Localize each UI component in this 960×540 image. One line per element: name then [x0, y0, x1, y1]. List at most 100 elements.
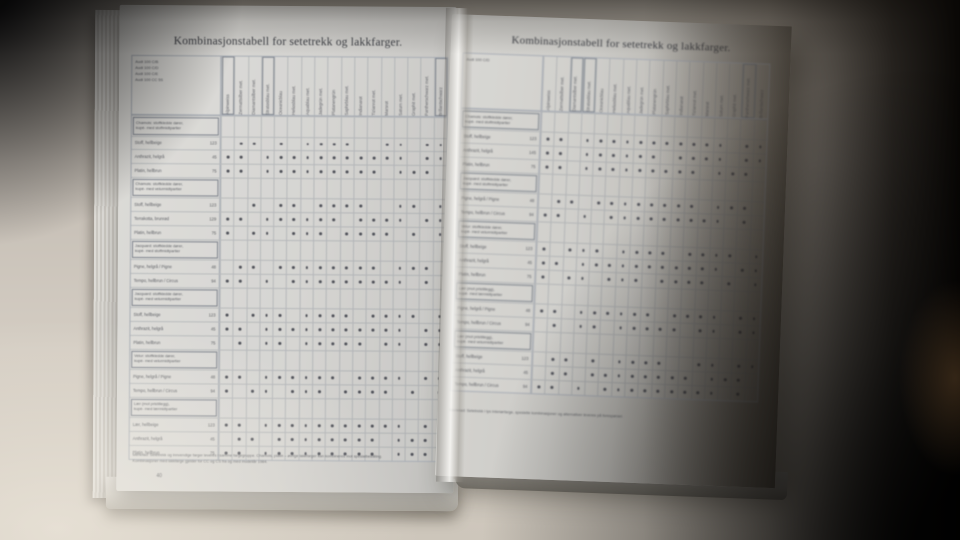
- combination-dot: [705, 157, 709, 161]
- combination-dot: [370, 438, 374, 442]
- combination-cell: [233, 164, 248, 178]
- combination-cell: [562, 243, 577, 257]
- paint-color-column-header: Zermattsilber met.: [234, 56, 248, 115]
- combination-dot: [331, 266, 335, 270]
- combination-cell: [584, 382, 599, 396]
- combination-dot: [278, 314, 282, 318]
- combination-dot: [672, 328, 676, 332]
- combination-cell: [406, 152, 421, 166]
- combination-dot: [705, 143, 709, 147]
- combination-cell: [232, 322, 247, 336]
- combination-cell: [576, 223, 591, 244]
- combination-dot: [357, 376, 361, 380]
- combination-dot: [279, 218, 282, 221]
- combination-cell: [366, 151, 381, 165]
- combination-cell: [259, 240, 274, 261]
- combination-dot: [332, 156, 336, 160]
- combination-dot: [304, 438, 308, 442]
- combination-cell: [393, 117, 408, 138]
- combination-cell: [666, 323, 681, 337]
- paint-color-label: Brillantschwarz: [437, 87, 443, 117]
- combination-cell: [705, 338, 720, 359]
- combination-dot: [291, 390, 295, 393]
- combination-cell: [393, 138, 407, 152]
- combination-dot: [625, 140, 629, 144]
- combination-dot: [397, 377, 401, 380]
- fabric-name: Pigne, helgrå / Pigne: [461, 195, 500, 202]
- combination-dot: [552, 323, 556, 327]
- combination-dot: [318, 314, 322, 318]
- combination-cell: [287, 137, 301, 151]
- combination-cell: [677, 371, 692, 386]
- combination-cell: [365, 351, 379, 371]
- paint-color-column-header: Brillantschwarz: [754, 64, 770, 119]
- combination-dot: [346, 142, 349, 146]
- combination-dot: [330, 424, 334, 428]
- combination-cell: [617, 197, 632, 211]
- combination-cell: [575, 257, 590, 272]
- combination-cell: [366, 165, 381, 179]
- combination-cell: [218, 432, 233, 446]
- combination-dot: [539, 309, 543, 313]
- paint-color-label: Pantherschwarz met.: [744, 77, 752, 118]
- combination-dot: [398, 218, 402, 222]
- color-code: 45: [210, 436, 215, 442]
- combination-cell: [312, 275, 327, 289]
- group-label-line: kupé- med stoffmidtpartier: [135, 124, 181, 130]
- combination-cell: [392, 323, 406, 337]
- paint-color-label: Tizianrot met.: [691, 89, 698, 117]
- paint-color-column-header: Pantherschwarz met.: [420, 57, 435, 117]
- combination-dot: [385, 156, 389, 160]
- combination-cell: [418, 310, 433, 324]
- combination-cell: [549, 242, 564, 257]
- combination-cell: [246, 274, 260, 288]
- combination-cell: [720, 291, 735, 311]
- combination-dot: [650, 203, 654, 207]
- combination-cell: [271, 419, 286, 433]
- combination-cell: [659, 150, 674, 165]
- group-label: Lær (mot pristillegg), kupé- med lærmidtp…: [129, 397, 219, 418]
- combination-cell: [233, 212, 247, 226]
- combination-cell: [379, 289, 393, 310]
- combination-dot: [603, 387, 607, 391]
- fabric-name: Platin, hellbrun: [134, 229, 162, 235]
- combination-cell: [620, 115, 635, 135]
- combination-cell: [733, 291, 748, 312]
- footnote: Merknad: Setetrekk og innvendige farger …: [132, 452, 444, 467]
- group-label-box: Chamois: stoffkledde dører, kupé- med sto…: [461, 110, 540, 131]
- combination-cell: [325, 399, 339, 419]
- combination-dot: [304, 376, 308, 380]
- combination-cell: [673, 117, 688, 137]
- combination-cell: [364, 419, 379, 433]
- combination-dot: [358, 218, 362, 222]
- combination-cell: [547, 304, 561, 319]
- combination-cell: [571, 367, 586, 382]
- paint-color-label: Tizianrot met.: [370, 89, 377, 116]
- combination-cell: [272, 274, 287, 288]
- combination-dot: [346, 156, 349, 160]
- combination-cell: [232, 309, 247, 322]
- combination-cell: [682, 247, 697, 262]
- combination-cell: [365, 275, 380, 289]
- combination-dot: [317, 376, 321, 380]
- combination-cell: [379, 200, 394, 213]
- combination-dot: [609, 216, 613, 219]
- combination-cell: [671, 179, 686, 199]
- combination-cell: [669, 247, 683, 261]
- combination-dot: [317, 424, 321, 428]
- combination-cell: [637, 384, 652, 398]
- combination-dot: [344, 314, 348, 318]
- group-label-box: Jacquard: stoffkledde dører, kupé- med st…: [131, 240, 219, 259]
- color-code: 48: [211, 264, 216, 270]
- combination-cell: [273, 199, 287, 213]
- combination-cell: [391, 433, 405, 447]
- combination-dot: [305, 232, 309, 235]
- combination-dot: [384, 376, 388, 380]
- combination-dot: [398, 267, 402, 270]
- combination-cell: [717, 372, 732, 387]
- combination-dot: [225, 231, 229, 235]
- combination-cell: [405, 275, 420, 289]
- color-code: 75: [530, 163, 536, 170]
- combination-cell: [220, 178, 234, 199]
- combination-cell: [586, 320, 601, 334]
